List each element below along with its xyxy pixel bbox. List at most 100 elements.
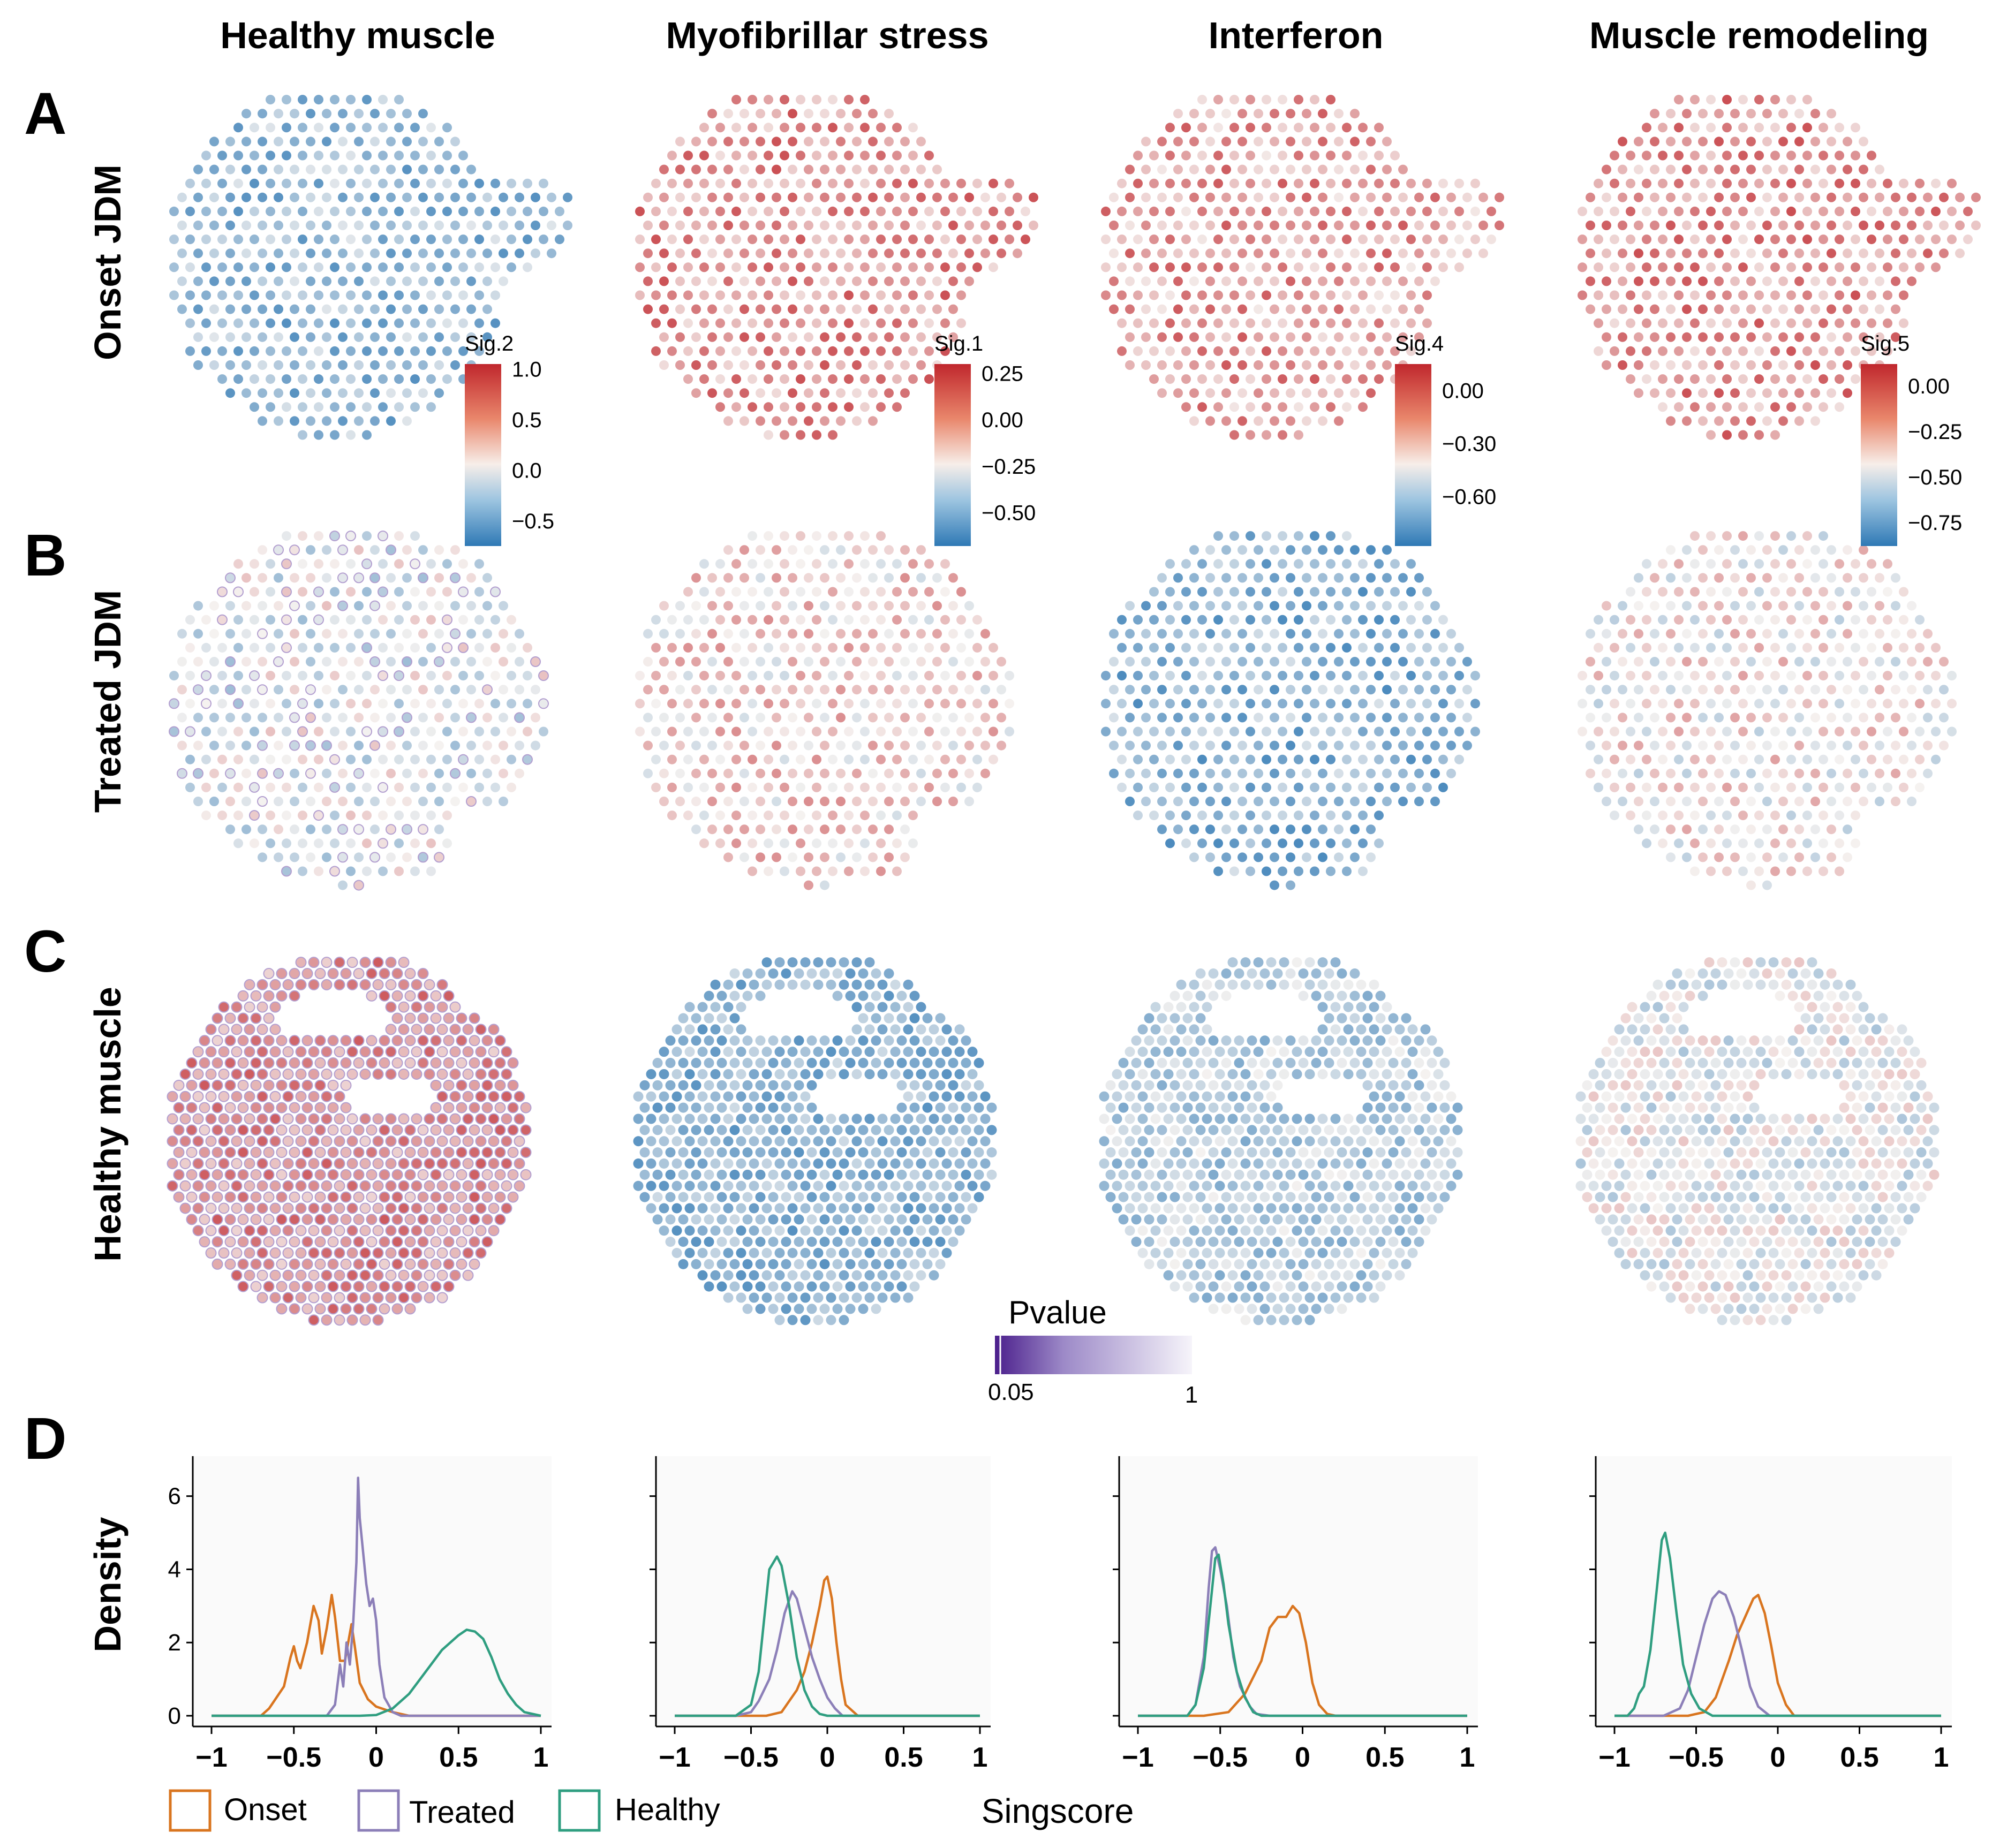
spot	[443, 1236, 455, 1248]
panel-letter-a: A	[24, 81, 66, 147]
spot	[884, 276, 894, 286]
spot	[851, 1203, 862, 1214]
spot	[402, 137, 412, 147]
spot	[1859, 685, 1868, 695]
spot	[1602, 768, 1611, 778]
spot	[924, 262, 934, 272]
spot	[225, 601, 235, 611]
spot	[1358, 234, 1368, 245]
spot	[410, 811, 420, 821]
spot	[1358, 123, 1368, 133]
spot	[404, 1214, 416, 1225]
spot	[1786, 95, 1796, 105]
spot	[231, 1046, 243, 1058]
spot	[244, 1157, 255, 1169]
spot	[1778, 713, 1788, 723]
spot	[671, 1091, 682, 1102]
spot	[201, 726, 211, 737]
spot	[828, 95, 837, 105]
spot	[1875, 164, 1884, 175]
spot	[860, 587, 870, 597]
spot	[370, 332, 380, 342]
spot	[1706, 559, 1716, 569]
spot	[402, 276, 412, 286]
spot	[330, 206, 339, 216]
spot	[314, 726, 323, 737]
spot	[462, 1090, 474, 1102]
spot	[337, 544, 348, 556]
spot	[813, 979, 824, 990]
spot	[507, 1102, 519, 1114]
spot	[710, 1114, 721, 1124]
spot	[1867, 150, 1876, 161]
spot	[1286, 192, 1295, 202]
spot	[1891, 276, 1900, 286]
spot	[1358, 262, 1368, 272]
spot	[967, 1091, 978, 1102]
spot	[338, 332, 348, 342]
spot	[639, 1169, 650, 1180]
spot	[929, 1024, 939, 1035]
spot	[442, 782, 452, 792]
spot	[417, 1258, 429, 1270]
spot	[1827, 360, 1836, 370]
spot	[482, 657, 492, 667]
spot	[185, 290, 195, 300]
spot	[514, 1135, 525, 1147]
spot	[1157, 657, 1167, 667]
spot	[1722, 206, 1732, 216]
spot	[327, 1236, 339, 1248]
spot	[812, 671, 821, 681]
spot	[338, 713, 348, 723]
spot	[1374, 782, 1384, 792]
spot	[354, 416, 364, 426]
spot	[346, 866, 356, 876]
spot	[201, 178, 211, 188]
spot	[192, 1113, 204, 1125]
spot	[177, 192, 187, 202]
spot	[1125, 276, 1135, 286]
spot	[314, 123, 323, 133]
spot	[177, 276, 187, 286]
spot	[764, 178, 773, 188]
spot	[1810, 768, 1820, 778]
spot	[1746, 360, 1756, 370]
spot	[308, 1202, 320, 1214]
spot	[488, 1225, 500, 1237]
spot	[1835, 866, 1844, 876]
spot	[1851, 346, 1860, 356]
spot	[844, 374, 854, 384]
spot	[896, 1080, 907, 1090]
spot	[635, 234, 645, 245]
spot	[1843, 388, 1852, 398]
spot	[1302, 628, 1311, 639]
spot	[646, 1203, 657, 1214]
spot	[330, 671, 339, 681]
spot	[1117, 234, 1127, 245]
spot	[394, 150, 404, 161]
spot	[967, 1047, 978, 1057]
spot	[868, 740, 878, 751]
spot	[244, 979, 255, 990]
spot	[366, 1281, 378, 1292]
spot	[651, 206, 661, 216]
spot	[1454, 726, 1464, 737]
spot	[665, 1035, 676, 1046]
spot	[321, 1068, 333, 1080]
spot	[1666, 137, 1676, 147]
spot	[989, 726, 998, 737]
spot	[716, 1035, 727, 1046]
spot	[836, 573, 846, 583]
spot	[1221, 685, 1231, 695]
spot	[1326, 346, 1335, 356]
spot	[394, 670, 404, 681]
spot	[507, 642, 516, 653]
spot	[1859, 628, 1868, 639]
spot	[1802, 346, 1812, 356]
spot	[1778, 740, 1788, 751]
spot	[314, 1102, 326, 1114]
spot	[1246, 642, 1255, 653]
spot	[868, 332, 878, 342]
spot	[710, 1024, 721, 1035]
spot	[1626, 206, 1635, 216]
